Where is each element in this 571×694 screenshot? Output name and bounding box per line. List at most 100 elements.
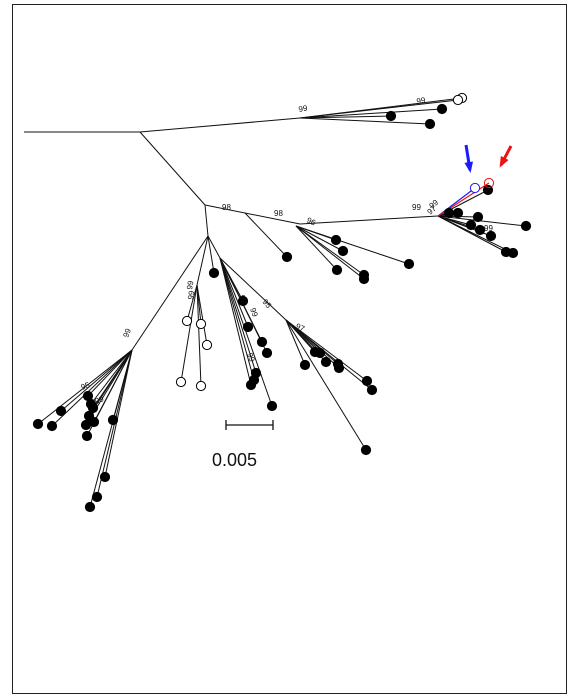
branch (207, 235, 221, 259)
filled-tip-marker (299, 359, 311, 371)
filled-tip-marker (250, 367, 262, 379)
bootstrap-value: 98 (274, 209, 283, 218)
filled-tip-marker (107, 414, 119, 426)
branch (139, 131, 206, 206)
filled-tip-marker (424, 118, 436, 130)
filled-tip-marker (333, 362, 345, 374)
branch (139, 117, 301, 133)
branch (285, 319, 368, 382)
branch (295, 225, 365, 280)
filled-tip-marker (485, 230, 497, 242)
branch (219, 257, 252, 386)
bootstrap-value: 97 (294, 322, 306, 334)
tree-tips (32, 92, 532, 513)
open-tip-marker (195, 380, 207, 392)
filled-tip-marker (99, 471, 111, 483)
bootstrap-value: 99 (412, 203, 421, 212)
branch (219, 257, 257, 374)
filled-tip-marker (281, 251, 293, 263)
bootstrap-value: 96 (305, 216, 317, 228)
filled-tip-marker (330, 234, 342, 246)
filled-tip-marker (474, 224, 486, 236)
filled-tip-marker (87, 402, 99, 414)
branch (285, 319, 306, 366)
filled-tip-marker (242, 321, 254, 333)
branch (244, 212, 288, 258)
branch (295, 225, 365, 276)
filled-tip-marker (436, 103, 448, 115)
branch (219, 257, 249, 328)
branch (285, 319, 340, 369)
branch (299, 117, 431, 125)
tree-branches (24, 97, 527, 508)
bootstrap-value: 99 (298, 103, 309, 114)
branch (89, 349, 133, 508)
branch (186, 284, 198, 322)
open-tip-marker (469, 182, 481, 194)
bootstrap-value: 95 (80, 380, 92, 392)
bootstrap-value: 99 (121, 327, 133, 339)
branch (196, 284, 208, 346)
open-tip-marker (175, 376, 187, 388)
filled-tip-marker (314, 347, 326, 359)
open-tip-marker (195, 318, 207, 330)
open-tip-marker (452, 94, 464, 106)
filled-tip-marker (360, 444, 372, 456)
filled-tip-marker (266, 400, 278, 412)
bootstrap-value: 99 (416, 95, 427, 106)
scale-bar: 0.005 (212, 420, 274, 470)
branch (299, 115, 392, 119)
down-left-arrow-icon-head (499, 156, 509, 168)
open-tip-marker (181, 315, 193, 327)
branch (295, 225, 410, 265)
branch (285, 319, 367, 451)
filled-tip-marker (443, 207, 455, 219)
filled-tip-marker (256, 336, 268, 348)
branch (87, 349, 133, 397)
filled-tip-marker (385, 110, 397, 122)
bootstrap-value: 99 (245, 352, 257, 364)
filled-tip-marker (520, 220, 532, 232)
branch (437, 215, 514, 254)
filled-tip-marker (366, 384, 378, 396)
branch (219, 257, 273, 407)
filled-tip-marker (331, 264, 343, 276)
branch (204, 204, 209, 237)
filled-tip-marker (88, 416, 100, 428)
filled-tip-marker (337, 245, 349, 257)
filled-tip-marker (361, 375, 373, 387)
filled-tip-marker (208, 267, 220, 279)
bootstrap-value: 99 (237, 294, 249, 306)
filled-tip-marker (237, 295, 249, 307)
branch (180, 284, 198, 383)
filled-tip-marker (32, 418, 44, 430)
branch (219, 257, 255, 381)
branch (207, 235, 215, 274)
branch (196, 235, 209, 286)
bootstrap-value: 99 (186, 289, 197, 300)
bootstrap-value: 99 (248, 307, 260, 319)
branch (131, 235, 209, 351)
branch (299, 99, 459, 119)
branch (196, 284, 202, 387)
bootstrap-value: 99 (185, 279, 196, 290)
open-tip-marker (201, 339, 213, 351)
branch (204, 204, 301, 225)
branch (295, 225, 338, 271)
red-marked-tip (483, 177, 495, 189)
branch (37, 349, 133, 425)
branch (299, 108, 443, 119)
filled-tip-marker (452, 207, 464, 219)
bootstrap-value: 99 (484, 224, 493, 233)
branch (219, 257, 287, 321)
scale-bar-label: 0.005 (212, 450, 257, 470)
branch (299, 215, 439, 225)
filled-tip-marker (472, 211, 484, 223)
filled-tip-marker (84, 501, 96, 513)
branch (104, 349, 133, 478)
bootstrap-value: 95 (260, 298, 273, 311)
branch (437, 215, 527, 227)
filled-tip-marker (320, 356, 332, 368)
